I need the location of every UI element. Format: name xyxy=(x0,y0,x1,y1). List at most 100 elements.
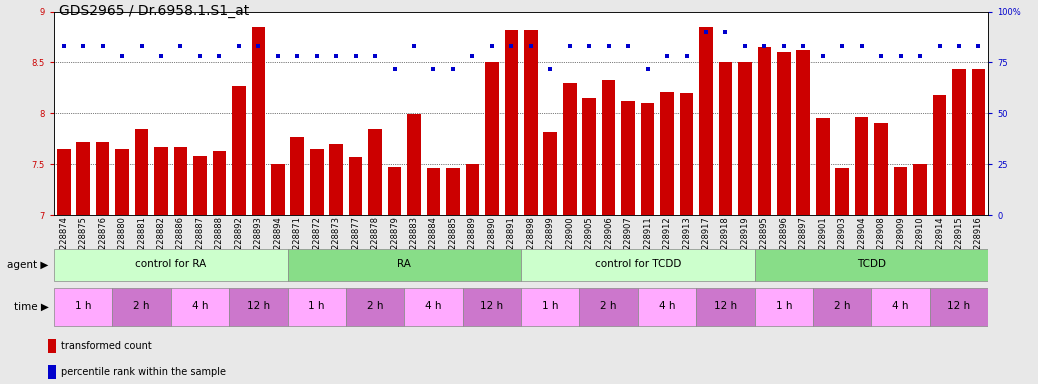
Point xyxy=(348,53,364,60)
Bar xyxy=(346,288,404,326)
Text: agent ▶: agent ▶ xyxy=(7,260,49,270)
Bar xyxy=(193,156,207,215)
Bar xyxy=(755,288,813,326)
Bar xyxy=(407,114,420,215)
Bar xyxy=(229,288,288,326)
Point xyxy=(328,53,345,60)
Point xyxy=(94,43,111,49)
Text: GDS2965 / Dr.6958.1.S1_at: GDS2965 / Dr.6958.1.S1_at xyxy=(59,4,249,18)
Bar xyxy=(368,129,382,215)
Bar xyxy=(49,365,56,379)
Text: 1 h: 1 h xyxy=(308,301,325,311)
Text: control for TCDD: control for TCDD xyxy=(595,259,681,269)
Text: percentile rank within the sample: percentile rank within the sample xyxy=(60,367,225,377)
Point xyxy=(581,43,598,49)
Bar xyxy=(446,168,460,215)
Bar xyxy=(170,288,229,326)
Point xyxy=(464,53,481,60)
Point xyxy=(659,53,676,60)
Bar xyxy=(524,30,538,215)
Point xyxy=(192,53,209,60)
Bar xyxy=(738,62,752,215)
Point xyxy=(503,43,520,49)
Point xyxy=(75,43,91,49)
Bar xyxy=(329,144,343,215)
Bar xyxy=(796,50,810,215)
Point xyxy=(815,53,831,60)
Text: 12 h: 12 h xyxy=(481,301,503,311)
Point xyxy=(678,53,694,60)
Point xyxy=(717,29,734,35)
Point xyxy=(873,53,890,60)
Bar xyxy=(972,68,985,215)
Point xyxy=(308,53,325,60)
Text: 1 h: 1 h xyxy=(775,301,792,311)
Point xyxy=(153,53,169,60)
Bar xyxy=(288,288,346,326)
Bar xyxy=(855,118,869,215)
Bar xyxy=(913,164,927,215)
Bar xyxy=(504,30,518,215)
Bar xyxy=(466,164,480,215)
Bar xyxy=(933,95,947,215)
Point xyxy=(931,43,948,49)
Bar xyxy=(404,288,463,326)
Bar xyxy=(173,147,187,215)
Bar xyxy=(813,288,872,326)
Text: time ▶: time ▶ xyxy=(13,302,49,312)
Bar xyxy=(602,80,616,215)
Bar xyxy=(777,52,791,215)
Point xyxy=(853,43,870,49)
Bar xyxy=(579,288,637,326)
Bar xyxy=(463,288,521,326)
Bar xyxy=(54,250,288,280)
Point xyxy=(426,65,442,71)
Bar xyxy=(54,288,112,326)
Bar xyxy=(660,92,674,215)
Bar xyxy=(680,93,693,215)
Bar xyxy=(233,86,246,215)
Text: 4 h: 4 h xyxy=(192,301,209,311)
Text: 2 h: 2 h xyxy=(600,301,617,311)
Bar xyxy=(388,167,402,215)
Bar xyxy=(582,98,596,215)
Bar xyxy=(427,168,440,215)
Point xyxy=(522,43,539,49)
Point xyxy=(444,65,461,71)
Text: 2 h: 2 h xyxy=(834,301,850,311)
Point xyxy=(775,43,792,49)
Bar xyxy=(288,250,521,280)
Point xyxy=(289,53,305,60)
Bar xyxy=(871,288,930,326)
Text: transformed count: transformed count xyxy=(60,341,152,351)
Text: control for RA: control for RA xyxy=(135,259,207,269)
Point xyxy=(230,43,247,49)
Bar xyxy=(544,132,557,215)
Bar xyxy=(95,142,109,215)
Point xyxy=(250,43,267,49)
Point xyxy=(893,53,909,60)
Bar xyxy=(700,27,713,215)
Bar xyxy=(718,62,732,215)
Bar xyxy=(213,151,226,215)
Bar xyxy=(952,68,965,215)
Bar xyxy=(637,288,696,326)
Bar xyxy=(112,288,170,326)
Bar xyxy=(271,164,284,215)
Point xyxy=(366,53,383,60)
Bar xyxy=(485,62,498,215)
Bar xyxy=(755,250,988,280)
Bar xyxy=(696,288,755,326)
Point xyxy=(406,43,422,49)
Text: 12 h: 12 h xyxy=(714,301,737,311)
Bar xyxy=(640,103,654,215)
Bar xyxy=(874,123,887,215)
Bar xyxy=(310,149,324,215)
Point xyxy=(484,43,500,49)
Bar xyxy=(521,288,579,326)
Bar xyxy=(135,129,148,215)
Point xyxy=(795,43,812,49)
Bar xyxy=(49,339,56,353)
Point xyxy=(639,65,656,71)
Bar xyxy=(894,167,907,215)
